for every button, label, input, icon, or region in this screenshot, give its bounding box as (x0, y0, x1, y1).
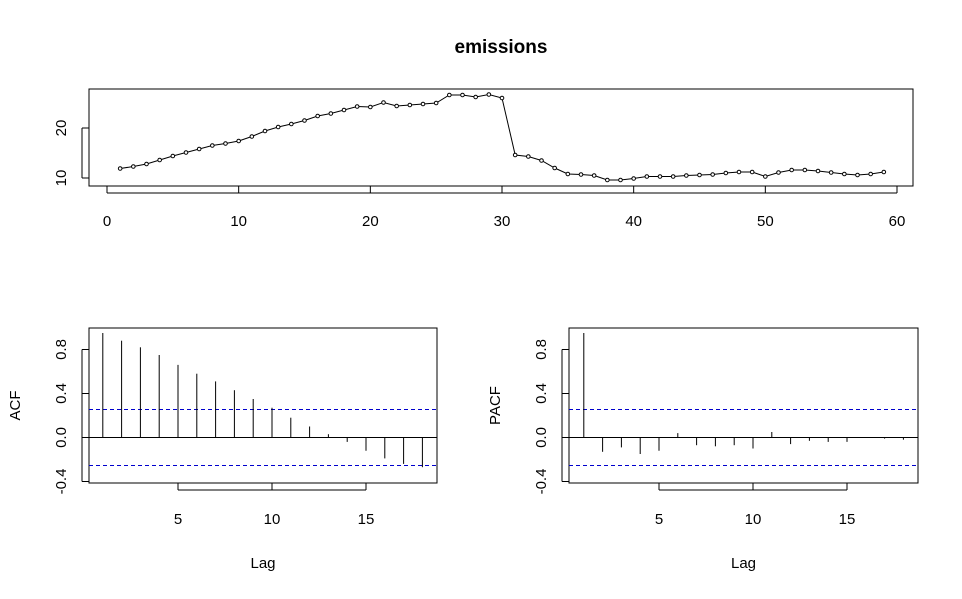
data-point (749, 169, 755, 175)
data-point (776, 170, 781, 175)
data-point (368, 104, 373, 110)
data-point (855, 172, 860, 178)
data-point (328, 111, 334, 116)
y-axis-label: PACF (487, 386, 504, 425)
data-point (170, 153, 176, 159)
x-tick-label: 0 (103, 213, 111, 230)
data-point (117, 166, 123, 171)
data-point (433, 100, 439, 106)
y-tick-label: 20 (53, 120, 70, 137)
data-point (578, 172, 584, 177)
x-tick-label: 10 (264, 511, 281, 528)
x-tick-label: 5 (655, 511, 663, 528)
x-axis-label: Lag (250, 555, 275, 572)
data-point (381, 100, 386, 105)
data-point (565, 171, 571, 177)
data-point (657, 174, 663, 179)
data-point (262, 128, 268, 134)
y-tick-label: -0.4 (533, 469, 550, 495)
data-point (196, 146, 202, 152)
data-point (341, 107, 347, 113)
x-axis-label: Lag (731, 555, 756, 572)
data-point (605, 177, 610, 183)
data-point (815, 168, 821, 174)
data-point (868, 171, 873, 177)
data-point (223, 141, 228, 146)
data-point (289, 121, 294, 127)
x-tick-label: 5 (174, 511, 182, 528)
x-tick-label: 20 (362, 213, 379, 230)
data-point (710, 172, 715, 177)
pacf-panel: 5 10 15 -0.4 0.0 0.4 0.8 Lag PACF (487, 327, 919, 572)
data-point (842, 171, 847, 177)
x-tick-label: 15 (358, 511, 375, 528)
x-tick-label: 10 (230, 213, 247, 230)
data-point (302, 118, 307, 123)
data-point (684, 173, 689, 178)
data-point (512, 152, 518, 158)
data-point (736, 169, 742, 175)
x-tick-label: 60 (889, 213, 906, 230)
data-point (670, 174, 676, 179)
data-point (210, 143, 215, 148)
data-point (183, 150, 189, 155)
data-point (789, 167, 794, 173)
acf-panel: 5 10 15 -0.4 0.0 0.4 0.8 Lag ACF (7, 327, 438, 572)
data-point (354, 104, 360, 109)
data-point (420, 101, 426, 107)
data-point (447, 92, 452, 98)
y-tick-label: 0.8 (53, 339, 70, 360)
data-point (552, 165, 557, 171)
data-point (618, 177, 623, 183)
data-point (697, 172, 702, 178)
data-point (526, 154, 531, 159)
y-tick-label: 0.0 (53, 427, 70, 448)
data-point (275, 124, 281, 130)
data-point (144, 161, 149, 167)
data-point (828, 170, 834, 175)
data-point (644, 174, 650, 179)
plot-frame (568, 327, 919, 484)
x-tick-label: 30 (494, 213, 511, 230)
data-point (249, 134, 255, 139)
y-axis-label: ACF (7, 391, 24, 421)
data-point (881, 169, 887, 175)
data-point (394, 103, 399, 109)
data-point (802, 167, 808, 173)
data-point (473, 94, 478, 100)
data-point (539, 158, 544, 163)
data-point (763, 174, 768, 179)
data-point (236, 138, 241, 144)
series-line (120, 93, 884, 181)
data-point (131, 164, 136, 169)
chart-title: emissions (455, 37, 548, 58)
data-point (499, 95, 505, 101)
x-tick-label: 15 (839, 511, 856, 528)
data-point (591, 173, 597, 178)
y-tick-label: 0.4 (53, 383, 70, 404)
x-tick-label: 40 (625, 213, 642, 230)
series-panel: 0 10 20 30 40 50 60 10 20 (53, 88, 914, 230)
data-point (315, 113, 320, 119)
y-tick-label: 0.4 (533, 383, 550, 404)
data-point (486, 92, 492, 97)
data-point (407, 102, 413, 108)
x-tick-label: 10 (745, 511, 762, 528)
x-tick-label: 50 (757, 213, 774, 230)
plot-frame (88, 327, 438, 484)
y-tick-label: 0.8 (533, 339, 550, 360)
data-point (157, 157, 162, 163)
data-point (723, 170, 729, 176)
data-point (460, 92, 465, 98)
data-point (631, 176, 636, 181)
y-tick-label: 10 (53, 170, 70, 187)
plot-frame (88, 88, 914, 187)
y-tick-label: 0.0 (533, 427, 550, 448)
y-tick-label: -0.4 (53, 469, 70, 495)
